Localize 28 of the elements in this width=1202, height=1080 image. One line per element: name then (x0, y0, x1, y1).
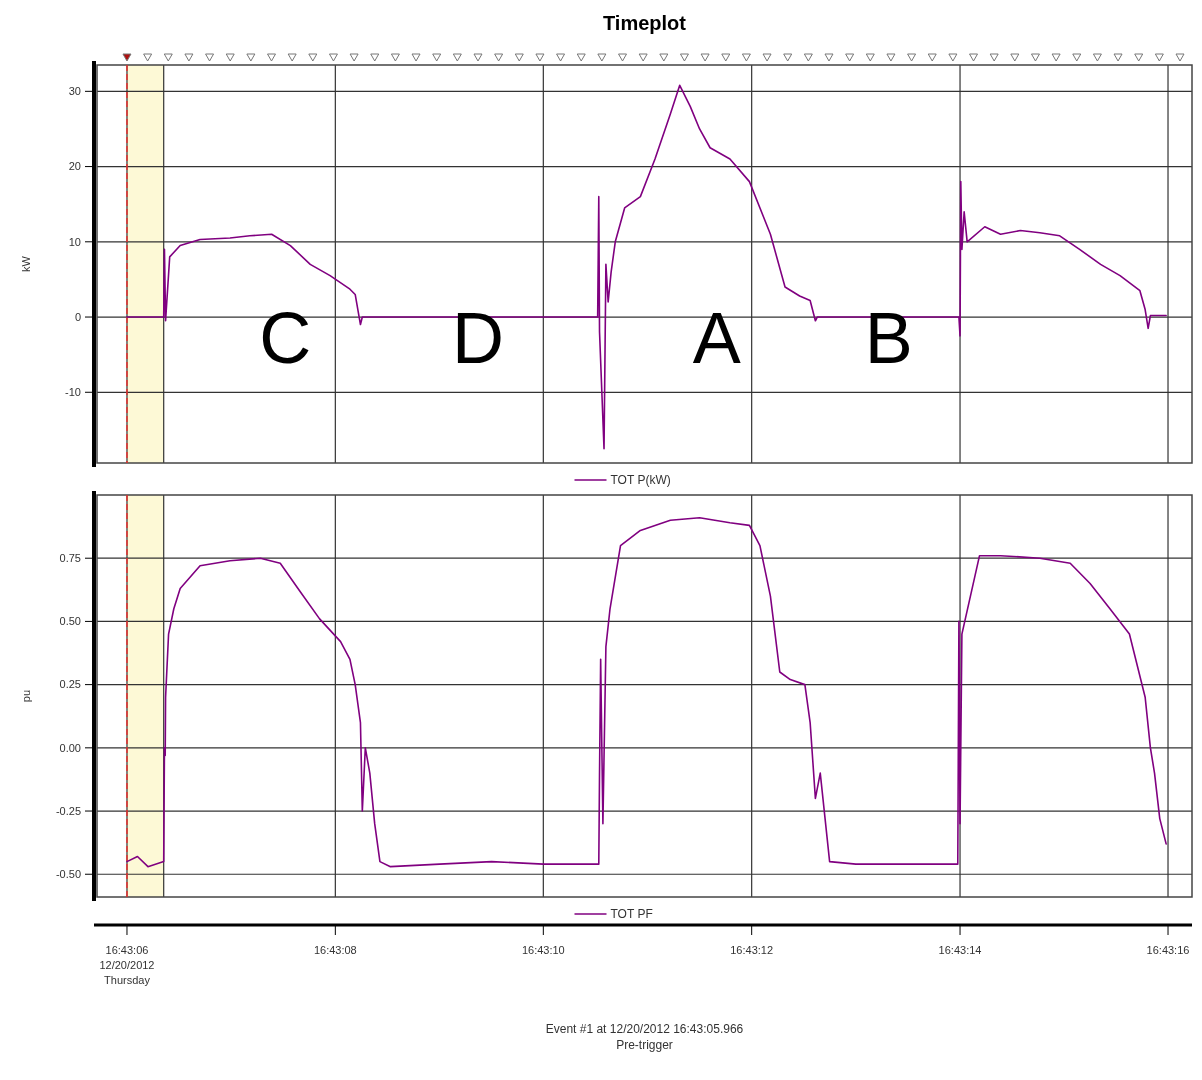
text: Pre-trigger (616, 1038, 673, 1052)
x-tick-label: 16:43:06 12/20/2012 Thursday (99, 944, 155, 986)
y-tick-label: 0.25 (59, 678, 81, 691)
y-axis-title: pu (20, 689, 32, 703)
y-tick-label: 20 (68, 160, 81, 173)
y-tick-label: 0 (74, 310, 81, 323)
y-axis-title: kW (20, 255, 32, 272)
annotation: C (259, 297, 312, 378)
y-tick-label: -0.25 (55, 804, 81, 817)
x-tick-label: 16:43:12 (730, 944, 774, 956)
legend-label: TOT P(kW) (610, 473, 671, 488)
annotation: D (452, 297, 505, 378)
chart-title: Timeplot (603, 12, 687, 34)
legend-label: TOT PF (610, 907, 653, 922)
annotation: B (864, 297, 913, 378)
y-tick-label: 0.75 (59, 552, 81, 565)
y-tick-label: -10 (65, 386, 81, 399)
y-tick-label: -0.50 (55, 868, 81, 881)
y-tick-label: 0.00 (59, 741, 81, 754)
y-tick-label: 10 (68, 235, 81, 248)
y-tick-label: 0.50 (59, 615, 81, 628)
y-tick-label: 30 (68, 85, 81, 98)
x-tick-label: 16:43:08 (313, 944, 357, 956)
text: Event #1 at 12/20/2012 16:43:05.966 (545, 1022, 744, 1036)
x-tick-label: 16:43:10 (521, 944, 565, 956)
x-tick-label: 16:43:14 (938, 944, 982, 956)
x-tick-label: 16:43:16 (1146, 944, 1190, 956)
annotation: A (692, 297, 741, 378)
